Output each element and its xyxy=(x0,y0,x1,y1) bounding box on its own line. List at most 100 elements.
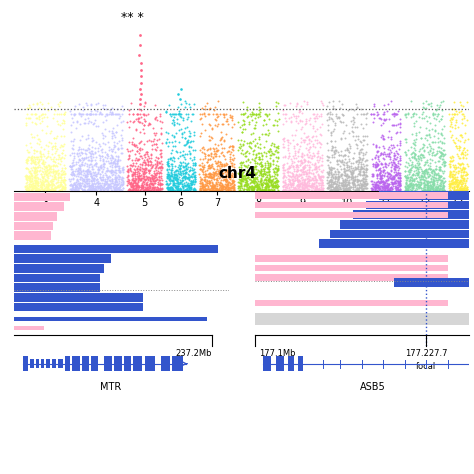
Point xyxy=(208,152,215,160)
Point xyxy=(145,120,152,128)
Point xyxy=(74,184,82,191)
Point xyxy=(434,174,441,182)
Point xyxy=(315,165,323,173)
Point xyxy=(146,120,153,128)
Point xyxy=(94,177,102,185)
Point xyxy=(75,144,82,151)
Point xyxy=(311,136,319,144)
Point xyxy=(288,176,296,183)
Point xyxy=(291,185,298,193)
Point xyxy=(438,186,446,194)
Point xyxy=(251,110,258,118)
Point xyxy=(416,153,424,160)
Point xyxy=(76,182,83,189)
Point xyxy=(318,186,325,194)
Point xyxy=(190,186,198,194)
Point xyxy=(339,181,347,188)
Point xyxy=(44,185,52,192)
Point xyxy=(40,113,48,120)
Point xyxy=(155,185,162,192)
Point xyxy=(119,179,127,186)
Point xyxy=(255,155,263,163)
Point xyxy=(458,182,465,190)
Point xyxy=(209,110,217,118)
Point xyxy=(238,174,246,182)
Point xyxy=(40,168,47,176)
Point xyxy=(270,186,278,193)
Point xyxy=(187,137,195,144)
Point xyxy=(437,130,444,138)
Point xyxy=(131,156,139,164)
Point xyxy=(239,174,246,182)
Point xyxy=(369,180,376,188)
Point xyxy=(390,179,397,186)
Point xyxy=(119,163,127,171)
Point xyxy=(250,175,257,183)
Point xyxy=(448,179,456,187)
Point xyxy=(431,165,438,173)
Point xyxy=(283,183,290,191)
Point xyxy=(450,167,457,174)
Point xyxy=(164,129,172,137)
Point xyxy=(124,169,132,176)
Point xyxy=(383,181,391,189)
Point xyxy=(84,114,92,122)
Point xyxy=(420,171,428,178)
Point xyxy=(435,173,443,181)
Point xyxy=(130,185,137,193)
Point xyxy=(37,185,45,193)
Point xyxy=(127,186,134,194)
Point xyxy=(129,168,137,176)
Point xyxy=(396,182,404,189)
Point xyxy=(57,173,64,181)
Point xyxy=(82,150,90,158)
Point xyxy=(27,177,35,185)
Point xyxy=(430,173,438,181)
Point xyxy=(302,117,310,125)
Point xyxy=(334,182,341,190)
Point xyxy=(92,173,100,180)
Point xyxy=(196,165,204,173)
Point xyxy=(422,105,430,112)
Point xyxy=(155,186,162,194)
Point xyxy=(235,178,243,186)
Point xyxy=(331,168,338,176)
Point xyxy=(143,156,151,164)
Point xyxy=(237,182,245,189)
Point xyxy=(206,186,213,194)
Point xyxy=(210,171,218,178)
Point xyxy=(113,162,121,170)
Point xyxy=(39,160,46,168)
Point xyxy=(207,186,214,194)
Point xyxy=(402,113,410,121)
Point xyxy=(137,146,144,154)
Point xyxy=(255,182,263,190)
Point xyxy=(181,134,189,142)
Point xyxy=(46,163,54,171)
Point xyxy=(238,169,246,177)
Point xyxy=(247,112,255,120)
Point xyxy=(437,163,444,171)
Point xyxy=(257,174,265,182)
Point xyxy=(29,100,37,108)
Point xyxy=(250,174,258,182)
Point xyxy=(337,172,345,179)
Point xyxy=(118,173,126,181)
Point xyxy=(255,160,263,168)
Point xyxy=(357,138,365,146)
Point xyxy=(361,182,369,190)
Bar xyxy=(14,327,44,330)
Point xyxy=(243,183,251,191)
Point xyxy=(418,134,425,142)
Point xyxy=(85,185,93,192)
Point xyxy=(328,182,335,189)
Bar xyxy=(255,300,448,306)
Point xyxy=(35,162,43,169)
Point xyxy=(98,182,105,189)
Point xyxy=(212,185,219,193)
Point xyxy=(224,115,231,123)
Point xyxy=(183,182,191,189)
Point xyxy=(291,165,298,173)
Point xyxy=(273,169,280,176)
Point xyxy=(200,173,208,181)
